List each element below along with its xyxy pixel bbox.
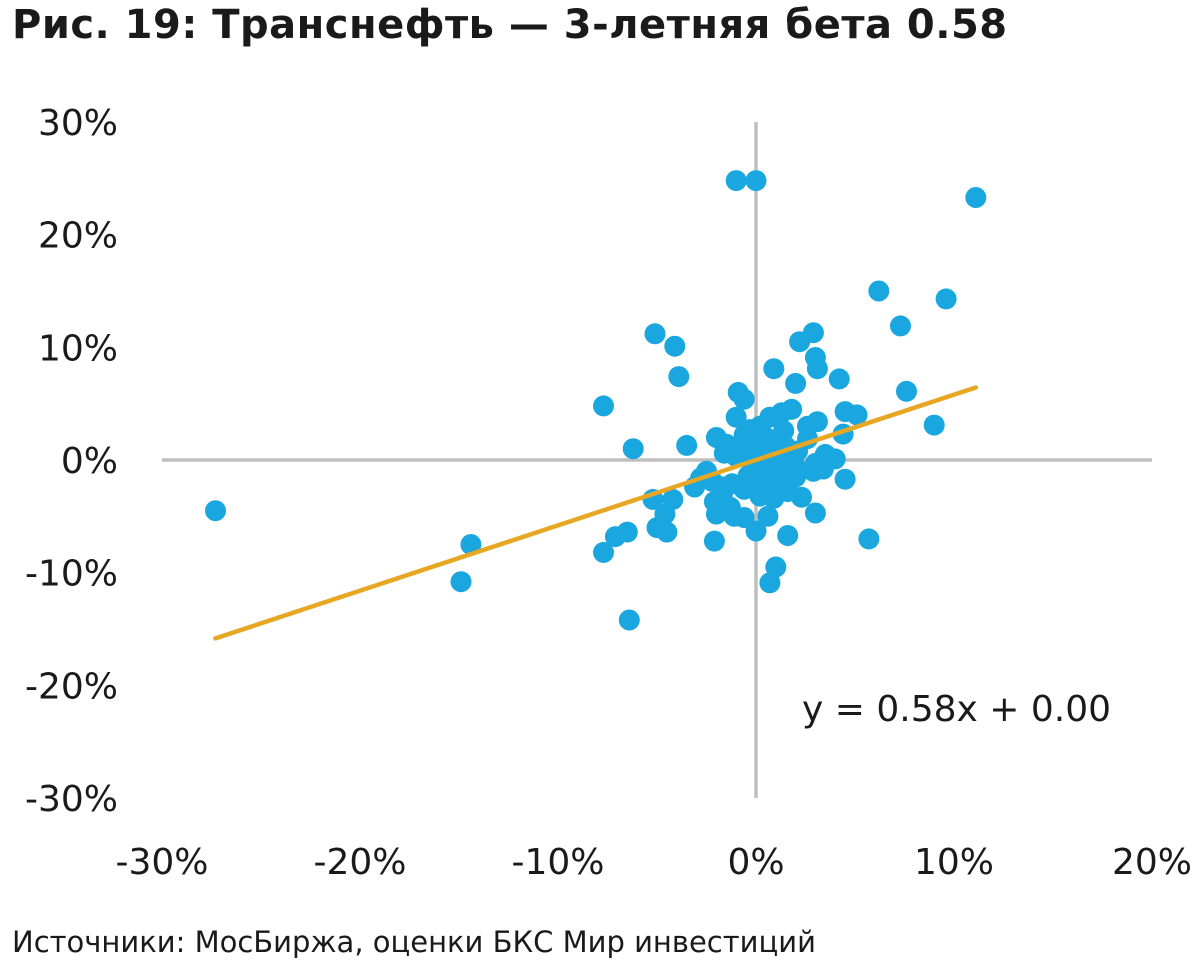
data-point — [759, 572, 781, 594]
data-point — [812, 458, 834, 480]
trendline-group: y = 0.58x + 0.00 — [213, 385, 1111, 730]
x-tick-label: -30% — [115, 842, 208, 883]
data-point — [205, 500, 226, 522]
data-point — [450, 571, 472, 593]
data-point — [745, 170, 767, 192]
data-point — [733, 478, 755, 500]
data-point — [757, 505, 779, 527]
trendline-equation: y = 0.58x + 0.00 — [802, 689, 1111, 730]
data-point — [460, 534, 482, 555]
data-point — [622, 438, 644, 460]
data-point — [765, 556, 787, 578]
x-tick-label: -20% — [313, 842, 406, 883]
data-point — [656, 521, 678, 543]
data-point — [763, 358, 785, 380]
data-point — [804, 502, 826, 524]
x-tick-label: 0% — [727, 842, 784, 883]
tick-labels: -30% -20% -10% 0% 10% 20% 30% 20% 10% 0% -10% -20% -… — [25, 103, 1192, 883]
data-point — [777, 525, 799, 546]
data-point — [763, 487, 785, 509]
data-point — [733, 388, 755, 410]
y-tick-label: 10% — [38, 328, 118, 369]
data-point — [745, 520, 767, 542]
data-point — [769, 463, 791, 484]
data-point — [662, 488, 684, 510]
data-point — [733, 507, 755, 528]
data-point — [676, 434, 698, 456]
data-point — [868, 280, 890, 302]
data-points — [205, 170, 987, 631]
data-point — [834, 468, 856, 490]
y-tick-label: -30% — [25, 779, 118, 820]
y-tick-label: -20% — [25, 666, 118, 707]
x-tick-label: -10% — [511, 842, 604, 883]
data-point — [664, 335, 686, 357]
trendline — [213, 385, 979, 641]
data-point — [616, 521, 638, 543]
data-point — [806, 358, 828, 380]
data-point — [789, 331, 811, 353]
data-point — [846, 404, 868, 426]
data-point — [713, 442, 735, 464]
data-point — [828, 368, 850, 390]
data-point — [785, 372, 807, 394]
source-note: Источники: МосБиржа, оценки БКС Мир инве… — [12, 925, 816, 959]
data-point — [618, 609, 640, 631]
y-tick-label: 0% — [61, 441, 118, 482]
data-point — [593, 395, 614, 417]
x-tick-label: 10% — [914, 842, 994, 883]
data-point — [725, 406, 747, 428]
data-point — [773, 420, 795, 442]
data-point — [923, 414, 945, 436]
y-tick-label: -10% — [25, 554, 118, 595]
data-point — [965, 187, 987, 208]
data-point — [705, 503, 727, 525]
data-point — [785, 466, 807, 488]
data-point — [644, 323, 666, 345]
data-point — [725, 170, 747, 192]
data-point — [703, 530, 725, 552]
chart-title: Рис. 19: Транснефть — 3-летняя бета 0.58 — [12, 2, 1008, 48]
data-point — [668, 366, 690, 388]
data-point — [935, 288, 957, 310]
data-point — [896, 380, 917, 402]
data-point — [890, 315, 911, 337]
y-tick-label: 30% — [38, 103, 118, 144]
data-point — [711, 476, 733, 498]
x-tick-label: 20% — [1112, 842, 1192, 883]
data-point — [858, 528, 880, 550]
y-tick-label: 20% — [38, 216, 118, 257]
data-point — [593, 541, 614, 563]
data-point — [729, 439, 751, 461]
